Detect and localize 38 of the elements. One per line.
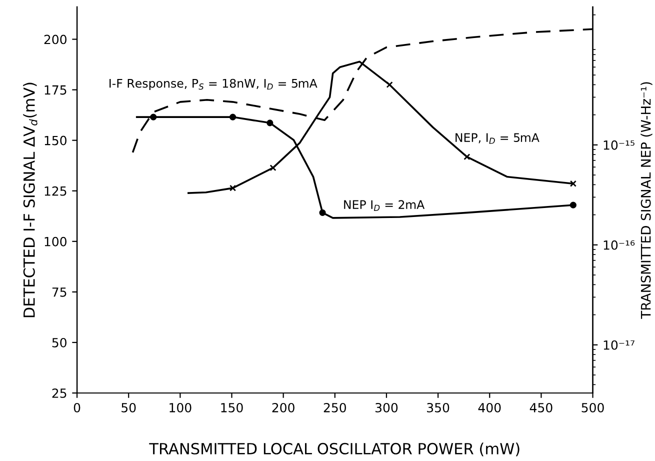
y2-tick-label: 10⁻¹⁶ — [604, 240, 635, 250]
x-tick-label: 400 — [478, 402, 501, 412]
point — [319, 209, 326, 216]
y-tick-label: 100 — [44, 236, 66, 246]
point — [464, 154, 470, 160]
x-tick-label: 350 — [427, 402, 450, 412]
y-axis-title: DETECTED I-F SIGNAL ΔV$_{d}$(mV) — [23, 82, 38, 318]
x-tick-label: 250 — [324, 402, 346, 412]
y2-tick-label: 10⁻¹⁷ — [604, 340, 634, 350]
point — [570, 180, 576, 187]
point — [266, 120, 274, 126]
x-tick-label: 100 — [170, 402, 192, 412]
y-tick-label: 150 — [44, 136, 66, 146]
y-tick-label: 125 — [44, 186, 66, 196]
x-tick-label: 150 — [221, 402, 243, 412]
point — [150, 114, 157, 120]
y2-axis-title: TRANSMITTED SIGNAL NEP (W-Hz⁻¹) — [640, 82, 652, 319]
x-tick-label: 500 — [582, 402, 604, 412]
x-tick-label: 50 — [122, 402, 136, 412]
series-label: I-F Response, P$_{S}$ = 18nW, I$_{D}$ = 5mA — [110, 78, 318, 90]
point — [229, 114, 236, 120]
x-tick-label: 0 — [74, 402, 80, 412]
series-label: NEP I$_{D}$ = 2mA — [344, 200, 425, 211]
series-label: NEP, I$_{D}$ = 5mA — [456, 133, 540, 144]
point — [270, 164, 276, 172]
x-tick-label: 300 — [376, 402, 398, 412]
x-axis-title: TRANSMITTED LOCAL OSCILLATOR POWER (mW) — [149, 442, 520, 456]
y-tick-label: 50 — [52, 338, 66, 348]
y-tick-label: 75 — [52, 288, 66, 297]
point — [386, 81, 393, 88]
y-tick-label: 175 — [44, 85, 66, 95]
y-tick-label: 200 — [44, 34, 66, 44]
x-tick-label: 200 — [272, 402, 294, 412]
point — [570, 202, 576, 208]
y2-tick-label: 10⁻¹⁵ — [604, 140, 634, 150]
x-tick-label: 450 — [530, 402, 552, 412]
point — [229, 184, 236, 192]
y-tick-label: 25 — [52, 388, 66, 398]
